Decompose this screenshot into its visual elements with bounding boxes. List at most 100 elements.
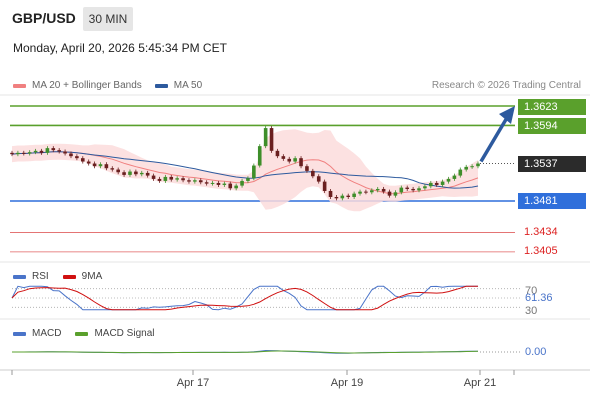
candle-body-43 bbox=[263, 128, 268, 147]
timeframe-button[interactable]: 30 MIN bbox=[83, 7, 133, 31]
candle-body-6 bbox=[45, 148, 50, 153]
x-tick-label-apr21: Apr 21 bbox=[463, 377, 497, 389]
legend-swatch-ma50 bbox=[154, 83, 168, 88]
rsi-ma-label: 9MA bbox=[81, 271, 103, 282]
candle-body-70 bbox=[423, 186, 427, 189]
candle-body-44 bbox=[269, 128, 274, 151]
macd-signal-swatch bbox=[75, 331, 89, 336]
macd-signal-line bbox=[12, 350, 479, 354]
legend-ma20-bollinger: MA 20 + Bollinger Bands bbox=[13, 80, 142, 91]
rsi-line bbox=[11, 285, 478, 311]
candle-body-27 bbox=[169, 176, 174, 180]
rsi-label: RSI bbox=[32, 271, 49, 282]
candle-body-0 bbox=[10, 152, 14, 155]
candle-body-13 bbox=[86, 161, 91, 164]
macd-label: MACD bbox=[32, 328, 62, 339]
candle-body-55 bbox=[334, 196, 339, 199]
candle-body-48 bbox=[293, 158, 297, 162]
candle-body-29 bbox=[181, 178, 185, 181]
candle-body-4 bbox=[33, 150, 38, 153]
x-tick-label-apr19: Apr 19 bbox=[330, 377, 364, 389]
candle-body-66 bbox=[399, 187, 404, 193]
rsi-legend: RSI 9MA bbox=[13, 271, 102, 282]
candle-body-69 bbox=[417, 188, 421, 191]
candle-body-40 bbox=[246, 178, 250, 181]
chart-legend: MA 20 + Bollinger Bands MA 50 bbox=[13, 80, 215, 91]
candle-body-62 bbox=[375, 188, 380, 191]
candle-body-65 bbox=[393, 192, 398, 196]
candle-body-77 bbox=[464, 166, 469, 170]
instrument-title: GBP/USD bbox=[12, 10, 76, 26]
candle-body-51 bbox=[311, 170, 315, 177]
candle-body-18 bbox=[116, 169, 120, 173]
macd-value: 0.00 bbox=[525, 346, 547, 358]
rsi-value: 61.36 bbox=[525, 292, 553, 304]
candle-body-7 bbox=[51, 148, 56, 151]
x-tick-label-apr17: Apr 17 bbox=[176, 377, 210, 389]
level-badge-r1: 1.3594 bbox=[518, 118, 586, 134]
legend-label-ma20: MA 20 + Bollinger Bands bbox=[32, 80, 142, 91]
candle-body-60 bbox=[364, 191, 368, 193]
candle-body-34 bbox=[210, 182, 215, 184]
candle-body-21 bbox=[134, 171, 138, 175]
candle-body-71 bbox=[429, 182, 433, 187]
candle-body-20 bbox=[128, 171, 132, 175]
datetime-label: Monday, April 20, 2026 5:45:34 PM CET bbox=[13, 41, 227, 55]
credit-label: Research © 2026 Trading Central bbox=[431, 80, 581, 91]
candle-body-23 bbox=[145, 172, 150, 176]
macd-legend: MACD MACD Signal bbox=[13, 328, 154, 339]
candle-body-11 bbox=[75, 156, 79, 159]
candle-body-14 bbox=[92, 163, 97, 167]
candle-body-78 bbox=[470, 166, 474, 168]
candle-body-50 bbox=[305, 166, 309, 171]
candle-body-46 bbox=[281, 156, 286, 159]
candle-body-49 bbox=[299, 158, 303, 167]
candle-body-17 bbox=[110, 168, 115, 170]
candle-body-8 bbox=[57, 150, 61, 152]
candle-body-52 bbox=[316, 176, 321, 182]
bollinger-band-fill bbox=[12, 129, 478, 212]
candle-body-24 bbox=[151, 175, 156, 179]
level-label-s2: 1.3405 bbox=[524, 245, 558, 257]
candle-body-2 bbox=[21, 152, 26, 154]
candle-body-22 bbox=[139, 172, 144, 175]
forecast-arrow-shaft bbox=[479, 115, 510, 163]
candle-body-9 bbox=[63, 151, 67, 154]
candle-body-12 bbox=[80, 158, 85, 162]
candle-body-75 bbox=[452, 175, 457, 179]
candle-body-30 bbox=[187, 180, 191, 182]
level-badge-pivot: 1.3481 bbox=[518, 193, 586, 209]
candle-body-74 bbox=[446, 178, 451, 182]
candle-body-38 bbox=[234, 185, 238, 189]
candle-body-76 bbox=[458, 169, 463, 176]
candle-body-1 bbox=[16, 152, 20, 155]
candle-body-36 bbox=[222, 183, 227, 185]
forecast-arrow-head bbox=[499, 106, 515, 124]
candle-body-41 bbox=[252, 165, 256, 179]
candle-body-3 bbox=[27, 152, 32, 154]
candle-body-25 bbox=[157, 178, 162, 181]
candle-body-45 bbox=[275, 150, 280, 157]
candle-body-73 bbox=[440, 181, 445, 185]
level-badge-r2: 1.3623 bbox=[518, 99, 586, 115]
legend-ma50: MA 50 bbox=[154, 80, 203, 91]
candle-body-32 bbox=[198, 180, 203, 183]
candle-body-39 bbox=[240, 180, 244, 186]
candle-body-15 bbox=[98, 164, 103, 167]
macd-signal-label: MACD Signal bbox=[94, 328, 155, 339]
candle-body-67 bbox=[405, 187, 410, 189]
legend-label-ma50: MA 50 bbox=[173, 80, 203, 91]
candle-body-72 bbox=[434, 182, 439, 185]
candle-body-35 bbox=[216, 182, 221, 185]
candle-body-56 bbox=[340, 195, 345, 199]
macd-swatch bbox=[13, 331, 26, 336]
candle-body-79 bbox=[476, 163, 480, 167]
candle-body-37 bbox=[228, 183, 233, 189]
candle-body-57 bbox=[346, 195, 351, 197]
candle-body-19 bbox=[122, 172, 126, 175]
candle-body-42 bbox=[257, 146, 262, 166]
candle-body-53 bbox=[322, 181, 327, 191]
candle-body-31 bbox=[193, 180, 197, 182]
candle-body-10 bbox=[69, 153, 73, 157]
